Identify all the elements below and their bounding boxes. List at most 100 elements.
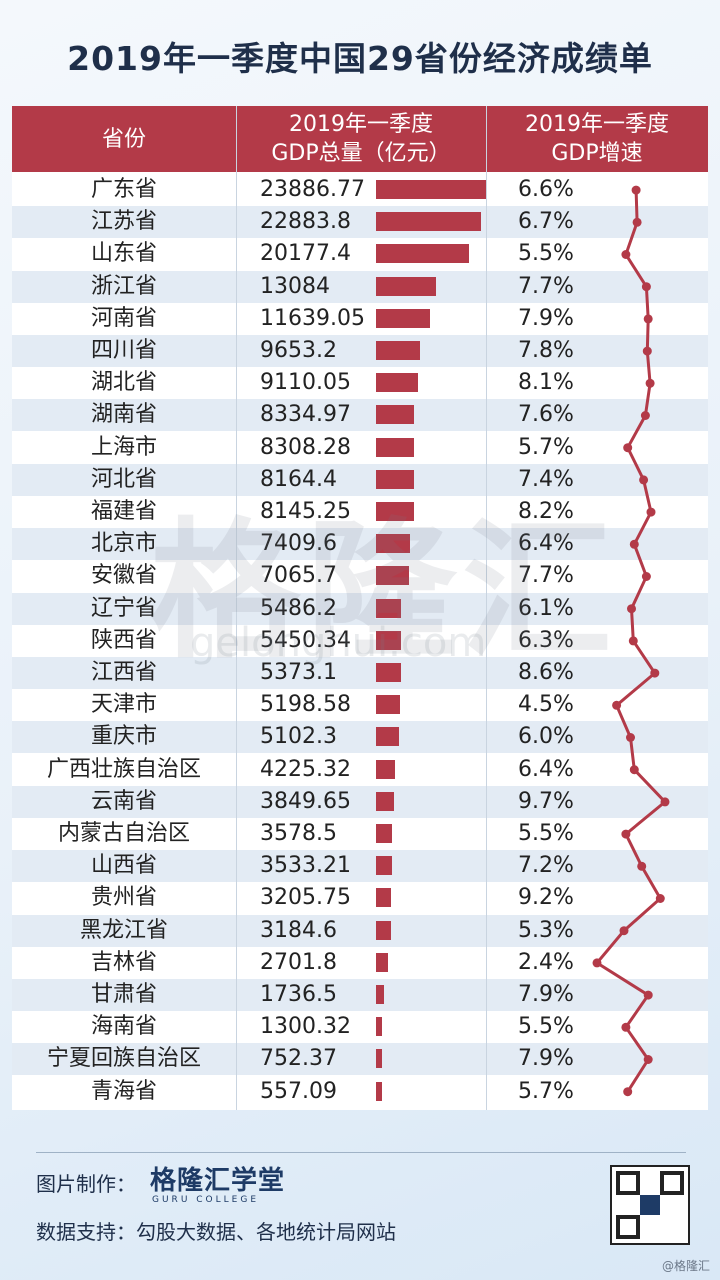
qr-corner: [660, 1171, 684, 1195]
growth-rate-point: [640, 411, 650, 420]
growth-rate-point: [612, 700, 622, 710]
growth-rate-point: [623, 443, 633, 453]
table-row: 陕西省 5450.34 6.3%: [12, 624, 708, 657]
table-row: 辽宁省 5486.2 6.1%: [12, 592, 708, 625]
table-row: 四川省 9653.2 7.8%: [12, 335, 708, 367]
table-row: 湖北省 9110.05 8.1%: [12, 367, 708, 400]
province-cell: 重庆市: [90, 724, 157, 750]
table-row: 北京市 7409.6 6.4%: [12, 528, 708, 561]
growth-rate-point: [639, 475, 649, 485]
gdp-value: 9653.2: [260, 338, 337, 363]
column-divider: [486, 106, 487, 1110]
gdp-bar: [376, 856, 393, 876]
province-cell: 辽宁省: [90, 595, 157, 621]
table-row: 湖南省 8334.97 7.6%: [12, 399, 708, 432]
growth-rate-value: 7.9%: [518, 982, 574, 1007]
growth-rate-point: [643, 314, 653, 324]
growth-rate-point: [646, 507, 656, 517]
growth-rate-value: 7.4%: [518, 466, 574, 492]
table-row: 山东省 20177.4 5.5%: [12, 238, 708, 271]
province-cell: 陕西省: [90, 627, 157, 653]
gdp-value: 8334.97: [260, 402, 351, 428]
table-row: 内蒙古自治区 3578.5 5.5%: [12, 818, 708, 850]
gdp-value: 2701.8: [260, 949, 337, 975]
province-cell: 四川省: [90, 338, 157, 363]
gdp-bar: [376, 373, 418, 393]
province-cell: 北京市: [90, 531, 157, 557]
gdp-value: 1300.32: [260, 1014, 351, 1040]
brand-subtitle: GURU COLLEGE: [152, 1195, 260, 1205]
qr-code-icon: [610, 1165, 690, 1245]
province-cell: 广东省: [90, 177, 157, 202]
gdp-value: 3205.75: [260, 885, 351, 911]
gdp-value: 752.37: [260, 1046, 337, 1072]
table-row: 上海市 8308.28 5.7%: [12, 431, 708, 464]
header-rate: 2019年一季度 GDP增速: [486, 106, 708, 172]
growth-rate-value: 6.4%: [518, 531, 574, 557]
watermark-url: gelonghui.com: [190, 620, 487, 666]
header-gdp-line1: 2019年一季度: [289, 112, 433, 137]
growth-rate-point: [660, 797, 670, 807]
growth-rate-value: 9.7%: [518, 788, 574, 814]
table-row: 福建省 8145.25 8.2%: [12, 496, 708, 528]
gdp-table: 省份 2019年一季度 GDP总量（亿元） 2019年一季度 GDP增速 广东省…: [12, 106, 708, 1110]
growth-rate-point: [626, 733, 635, 742]
growth-rate-value: 7.8%: [518, 338, 574, 363]
table-row: 天津市 5198.58 4.5%: [12, 689, 708, 722]
province-cell: 上海市: [90, 434, 157, 460]
table-row: 河北省 8164.4 7.4%: [12, 463, 708, 496]
brand-logo: 格隆汇学堂 GURU COLLEGE: [150, 1160, 285, 1205]
growth-rate-value: 6.0%: [518, 724, 574, 750]
growth-rate-value: 9.2%: [518, 885, 574, 911]
table-row: 青海省 557.09 5.7%: [12, 1075, 708, 1108]
gdp-bar: [376, 598, 402, 618]
table-row: 浙江省 13084 7.7%: [12, 270, 708, 303]
gdp-bar: [376, 244, 469, 264]
growth-rate-point: [643, 990, 653, 1000]
province-cell: 青海省: [90, 1078, 157, 1104]
table-row: 江西省 5373.1 8.6%: [12, 657, 708, 689]
province-cell: 湖北省: [90, 370, 157, 396]
gdp-bar: [376, 405, 415, 425]
table-row: 甘肃省 1736.5 7.9%: [12, 979, 708, 1011]
growth-rate-value: 6.7%: [518, 209, 574, 235]
province-cell: 浙江省: [90, 273, 157, 299]
column-divider: [236, 106, 237, 1110]
table-row: 江苏省 22883.8 6.7%: [12, 206, 708, 239]
growth-rate-value: 2.4%: [518, 949, 574, 975]
growth-rate-point: [655, 894, 665, 903]
growth-rate-value: 7.2%: [518, 853, 574, 879]
qr-corner: [616, 1215, 640, 1239]
growth-rate-point: [643, 1055, 653, 1064]
gdp-bar: [376, 759, 396, 779]
page-title: 2019年一季度中国29省份经济成绩单: [67, 39, 653, 78]
gdp-value: 3184.6: [260, 917, 337, 943]
gdp-bar: [376, 695, 400, 715]
table-row: 贵州省 3205.75 9.2%: [12, 882, 708, 915]
gdp-bar: [376, 502, 414, 521]
table-row: 安徽省 7065.7 7.7%: [12, 560, 708, 593]
growth-rate-point: [642, 346, 652, 356]
province-cell: 贵州省: [90, 885, 157, 911]
table-row: 黑龙江省 3184.6 5.3%: [12, 914, 708, 947]
province-cell: 湖南省: [90, 402, 157, 428]
province-cell: 河南省: [90, 305, 157, 331]
gdp-bar: [376, 1017, 382, 1037]
author-handle: @格隆汇: [661, 1259, 710, 1273]
gdp-bar: [376, 663, 401, 682]
gdp-bar: [376, 437, 415, 457]
table-row: 吉林省 2701.8 2.4%: [12, 946, 708, 979]
gdp-value: 8164.4: [260, 466, 337, 492]
gdp-bar: [376, 469, 414, 489]
growth-rate-value: 5.5%: [518, 1014, 574, 1040]
growth-rate-value: 7.6%: [518, 402, 574, 428]
growth-rate-point: [632, 217, 642, 227]
province-cell: 江西省: [90, 660, 157, 685]
gdp-value: 3578.5: [260, 821, 337, 846]
gdp-bar: [376, 630, 402, 650]
gdp-value: 1736.5: [260, 982, 337, 1007]
gdp-bar: [376, 985, 384, 1004]
growth-rate-point: [621, 829, 631, 839]
province-cell: 宁夏回族自治区: [46, 1046, 201, 1072]
province-cell: 海南省: [90, 1014, 157, 1040]
